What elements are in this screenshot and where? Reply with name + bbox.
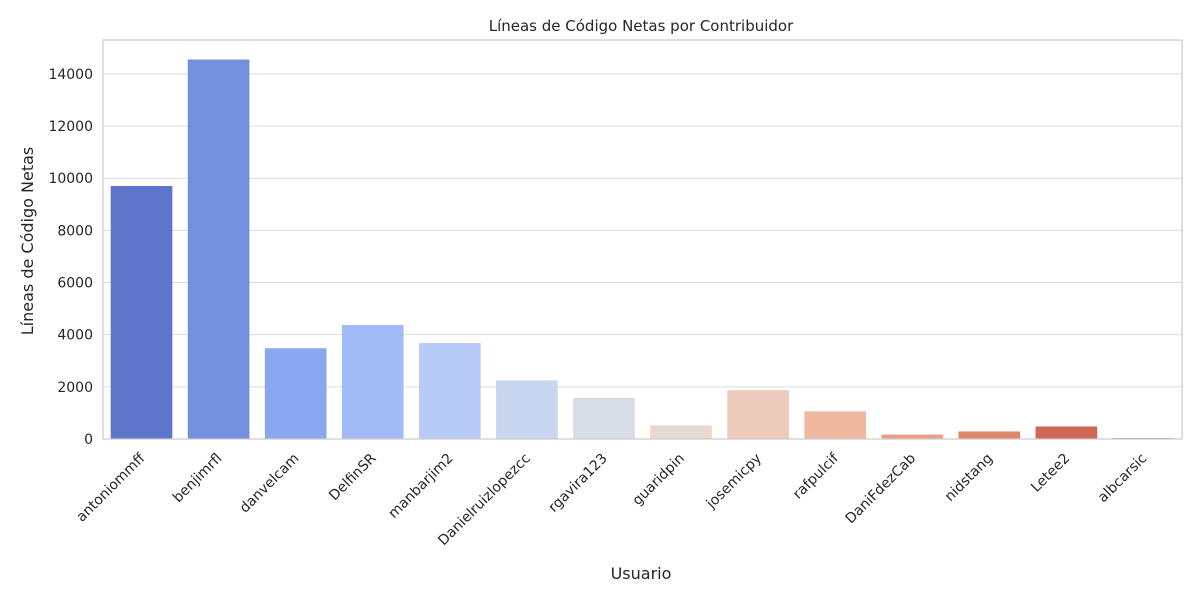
- y-tick-label: 10000: [48, 171, 93, 187]
- y-tick-label: 4000: [57, 328, 93, 344]
- bar: [496, 380, 558, 439]
- bar: [187, 59, 250, 439]
- bar: [881, 434, 944, 439]
- bar: [1035, 426, 1098, 439]
- y-tick-labels: 0 2000 4000 6000 8000 10000 12000 14000: [48, 67, 93, 448]
- chart-title: Líneas de Código Netas por Contribuidor: [489, 17, 794, 35]
- y-tick-label: 12000: [48, 119, 93, 135]
- y-axis-title: Líneas de Código Netas: [18, 147, 37, 335]
- bar: [650, 425, 712, 439]
- bar: [958, 431, 1021, 439]
- y-tick-label: 14000: [48, 67, 93, 83]
- bar: [727, 390, 789, 439]
- y-tick-label: 6000: [57, 276, 93, 292]
- y-tick-label: 0: [84, 432, 93, 448]
- x-axis-title: Usuario: [611, 564, 672, 583]
- bar: [110, 186, 173, 439]
- y-tick-label: 8000: [57, 223, 93, 239]
- bar: [418, 343, 481, 439]
- bar: [264, 348, 327, 439]
- bars: [110, 59, 1175, 439]
- plot-frame: [102, 39, 1183, 440]
- bar: [804, 411, 867, 439]
- bar: [341, 325, 404, 439]
- y-tick-label: 2000: [57, 380, 93, 396]
- bar: [573, 397, 635, 439]
